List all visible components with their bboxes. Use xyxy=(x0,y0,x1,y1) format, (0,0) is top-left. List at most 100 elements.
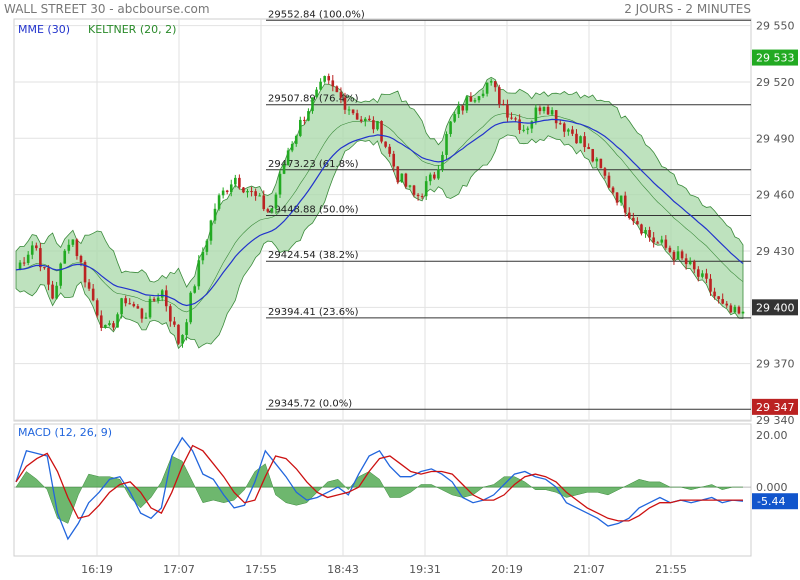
candle-body xyxy=(286,150,290,165)
candle-body xyxy=(67,244,71,251)
price-tick-label: 29 430 xyxy=(756,245,795,258)
candle-body xyxy=(392,153,396,167)
candle-body xyxy=(591,149,595,162)
fib-label: 29448.88 (50.0%) xyxy=(268,205,359,216)
macd-indicator: 20.00 0.000-5.44 xyxy=(14,429,798,541)
signal-line xyxy=(15,444,743,522)
candle-body xyxy=(30,245,34,255)
candle-body xyxy=(733,306,737,313)
time-axis-ticks: 16:19 17:07 17:55 18:43 19:31 20:19 21:07 21:55 xyxy=(81,563,687,576)
macd-panel-frame xyxy=(13,423,752,557)
candle-body xyxy=(530,121,534,129)
candle-body xyxy=(43,267,46,269)
candle-body xyxy=(112,323,115,328)
candle-body xyxy=(433,174,436,179)
candle-body xyxy=(717,296,720,300)
candle-body xyxy=(278,173,282,195)
price-tick-label: 29 550 xyxy=(756,20,795,33)
candle-body xyxy=(234,177,237,185)
candle-body xyxy=(238,177,241,188)
candle-body xyxy=(156,297,160,301)
candle-body xyxy=(607,175,611,188)
candle-body xyxy=(47,267,50,285)
candle-body xyxy=(319,81,322,90)
candle-body xyxy=(477,96,481,101)
candle-body xyxy=(493,81,497,88)
candle-body xyxy=(587,147,590,150)
candle-body xyxy=(299,119,302,136)
candle-body xyxy=(258,195,261,197)
candle-body xyxy=(453,114,456,122)
candle-body xyxy=(181,334,184,344)
candle-body xyxy=(18,262,22,270)
candle-body xyxy=(335,86,339,93)
candle-body xyxy=(611,187,615,193)
candle-body xyxy=(311,97,314,112)
candle-body xyxy=(128,303,132,305)
candle-body xyxy=(59,263,62,286)
candle-body xyxy=(619,195,623,203)
price-tick-label: 29 340 xyxy=(756,414,795,427)
candle-body xyxy=(270,208,274,212)
candle-body xyxy=(136,306,140,309)
candle-body xyxy=(603,168,607,176)
candle-body xyxy=(672,251,676,260)
candle-body xyxy=(424,181,428,197)
candle-body xyxy=(554,110,558,124)
candle-body xyxy=(116,314,119,328)
candle-body xyxy=(534,107,538,122)
candle-body xyxy=(95,300,99,316)
candle-body xyxy=(75,239,79,257)
candle-body xyxy=(502,103,505,106)
candle-body xyxy=(721,299,724,304)
candle-body xyxy=(140,308,144,319)
time-tick-label: 17:55 xyxy=(245,563,277,576)
candle-body xyxy=(465,96,469,111)
candle-body xyxy=(315,89,318,98)
fib-label: 29424.54 (38.2%) xyxy=(268,250,359,261)
time-tick-label: 18:43 xyxy=(327,563,359,576)
candle-body xyxy=(213,208,217,221)
candle-body xyxy=(376,121,379,130)
candle-body xyxy=(266,209,270,212)
candle-body xyxy=(437,169,440,179)
candle-body xyxy=(173,321,176,325)
candle-body xyxy=(380,121,383,142)
candle-body xyxy=(177,324,180,344)
candle-body xyxy=(242,187,245,193)
candle-body xyxy=(400,173,404,183)
candle-body xyxy=(562,123,566,132)
candle-body xyxy=(388,146,391,154)
candle-body xyxy=(225,190,229,193)
candle-body xyxy=(193,286,197,293)
candle-body xyxy=(538,107,542,112)
candle-body xyxy=(550,110,554,115)
candle-body xyxy=(615,192,619,203)
candle-body xyxy=(660,239,664,243)
candle-body xyxy=(347,109,351,111)
macd-tick-label: 20.00 xyxy=(756,429,788,442)
candle-body xyxy=(290,143,294,151)
candle-body xyxy=(498,87,501,104)
candle-body xyxy=(713,291,716,297)
candle-body xyxy=(372,120,375,130)
candle-body xyxy=(303,119,306,121)
candle-body xyxy=(457,105,460,115)
candle-body xyxy=(99,315,103,328)
candle-body xyxy=(209,220,213,241)
candle-body xyxy=(274,194,278,209)
candle-body xyxy=(39,248,42,268)
high-price-badge: 29 533 xyxy=(756,52,795,65)
candle-body xyxy=(355,113,359,120)
candle-body xyxy=(737,306,741,314)
candle-body xyxy=(124,298,127,304)
candle-body xyxy=(420,196,424,198)
candle-body xyxy=(741,311,745,314)
candle-body xyxy=(384,141,387,147)
candle-body xyxy=(546,106,550,115)
candle-body xyxy=(684,258,688,265)
keltner-midline xyxy=(15,113,744,313)
candle-body xyxy=(327,76,331,81)
candle-body xyxy=(510,117,513,119)
